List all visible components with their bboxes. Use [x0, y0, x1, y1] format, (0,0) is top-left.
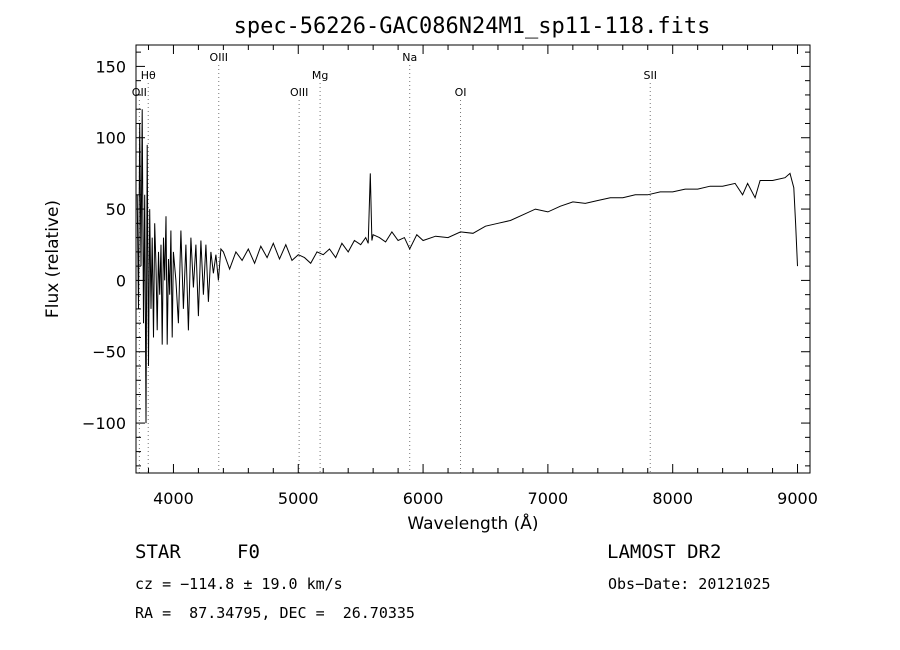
- x-tick-label: 7000: [528, 489, 569, 508]
- x-tick-label: 8000: [652, 489, 693, 508]
- x-axis-ticks: 4000 5000 6000 7000 8000 9000: [147, 45, 818, 508]
- line-marker-label: Hθ: [141, 69, 156, 82]
- y-tick-label: −50: [92, 343, 126, 362]
- x-tick-label: 5000: [278, 489, 319, 508]
- redshift-readout: cz = −114.8 ± 19.0 km/s: [135, 575, 343, 593]
- emission-line-markers: OII Hθ OIII OIII Mg Na OI SII: [132, 51, 657, 473]
- line-marker-label: OI: [455, 86, 467, 99]
- survey-name: LAMOST DR2: [607, 541, 722, 563]
- line-marker-label: Na: [402, 51, 417, 64]
- y-tick-label: −100: [82, 414, 126, 433]
- y-tick-label: 0: [116, 271, 126, 290]
- x-tick-label: 6000: [403, 489, 444, 508]
- plot-frame: [135, 44, 811, 474]
- line-marker-label: Mg: [312, 69, 328, 82]
- y-axis-ticks: −100 −50 0 50 100 150: [82, 51, 810, 467]
- y-tick-label: 100: [95, 129, 126, 148]
- y-axis-label: Flux (relative): [43, 200, 63, 318]
- observation-date: Obs−Date: 20121025: [608, 575, 771, 593]
- coordinates-readout: RA = 87.34795, DEC = 26.70335: [135, 604, 415, 622]
- y-tick-label: 50: [106, 200, 126, 219]
- line-marker-label: OII: [132, 86, 147, 99]
- x-axis-label: Wavelength (Å): [407, 512, 538, 534]
- y-tick-label: 150: [95, 57, 126, 76]
- x-tick-label: 4000: [153, 489, 194, 508]
- object-subclass: F0: [237, 541, 260, 563]
- line-marker-label: OIII: [210, 51, 228, 64]
- line-marker-label: SII: [643, 69, 656, 82]
- object-class: STAR: [135, 541, 181, 563]
- spectrum-series-line: [136, 109, 798, 424]
- chart-title: spec-56226-GAC086N24M1_sp11-118.fits: [234, 14, 711, 39]
- line-marker-label: OIII: [290, 86, 308, 99]
- x-tick-label: 9000: [777, 489, 818, 508]
